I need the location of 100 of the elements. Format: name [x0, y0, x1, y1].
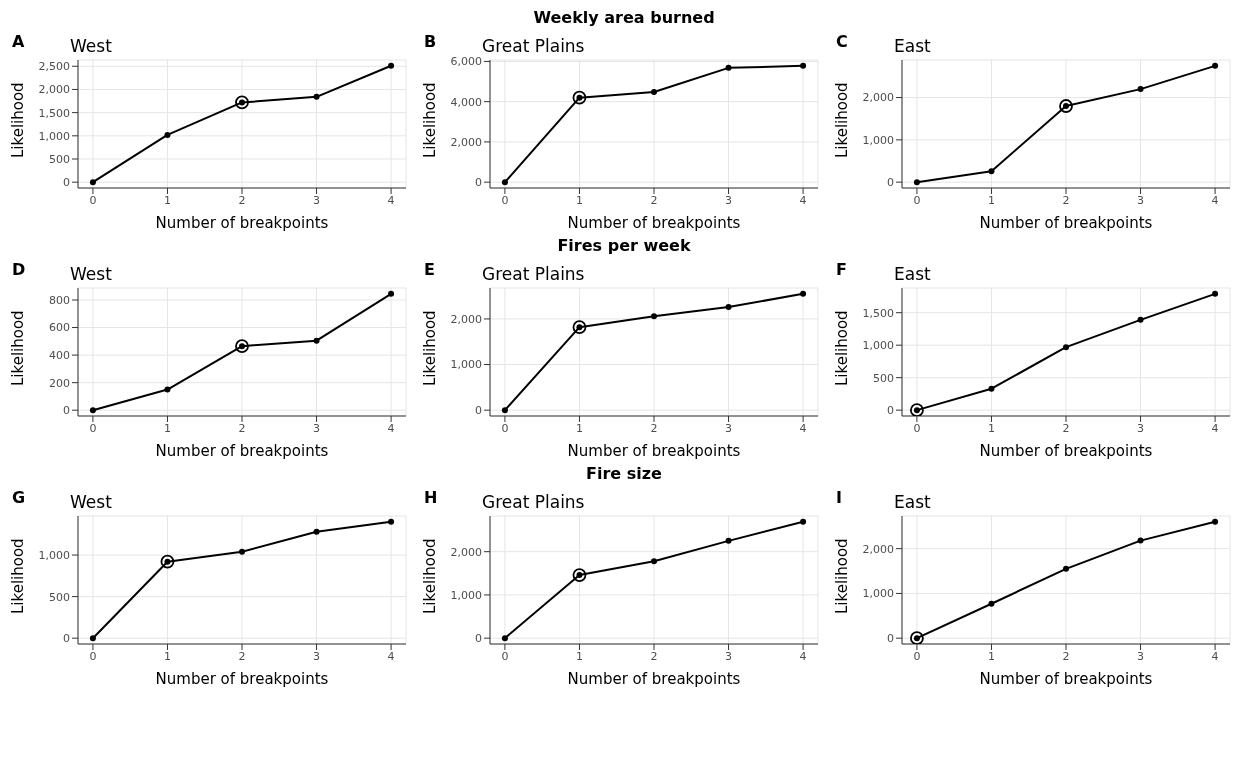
text: G [12, 488, 26, 507]
point [89, 407, 96, 414]
chart-title: West [70, 492, 112, 512]
point [910, 631, 924, 644]
y-axis-title: Likelihood [9, 538, 28, 614]
point [1137, 86, 1144, 93]
x-axis-title: Number of breakpoints [567, 442, 741, 460]
x-tick-label: 3 [313, 193, 321, 207]
x-axis-title: Number of breakpoints [155, 442, 329, 460]
point [1137, 316, 1144, 323]
point [239, 548, 245, 555]
point [725, 64, 732, 71]
y-tick-label: 0 [63, 404, 70, 418]
point [164, 386, 171, 393]
point [800, 290, 807, 297]
y-tick-label: 500 [49, 152, 70, 166]
y-tick-label: 600 [49, 321, 70, 335]
text: A [12, 32, 25, 51]
y-tick-label: 1,000 [450, 588, 482, 602]
x-tick-label: 4 [799, 193, 807, 207]
point [988, 600, 995, 607]
x-tick-label: 2 [650, 193, 658, 207]
point [800, 518, 807, 525]
point [725, 537, 732, 544]
point [651, 89, 657, 95]
x-tick-label: 0 [89, 421, 97, 435]
y-tick-label: 2,000 [862, 542, 894, 556]
y-tick-label: 800 [49, 293, 70, 307]
point [388, 290, 395, 297]
x-tick-label: 0 [913, 649, 921, 663]
x-tick-label: 4 [1211, 193, 1219, 207]
point [1212, 290, 1219, 297]
x-tick-label: 3 [725, 649, 733, 663]
point [501, 407, 508, 414]
x-tick-label: 0 [501, 421, 509, 435]
x-tick-label: 3 [725, 421, 733, 435]
text: F [836, 260, 847, 279]
y-axis-title: Likelihood [833, 82, 852, 158]
y-tick-label: 1,500 [38, 106, 70, 120]
point [89, 179, 96, 186]
point [1063, 344, 1069, 351]
text: I [836, 488, 842, 507]
x-axis-title: Number of breakpoints [979, 670, 1153, 688]
point [501, 635, 508, 642]
x-tick-label: 0 [501, 649, 509, 663]
x-tick-label: 2 [238, 649, 246, 663]
x-tick-label: 1 [575, 193, 583, 207]
y-tick-label: 2,000 [38, 83, 70, 97]
y-tick-label: 2,000 [450, 545, 482, 559]
y-tick-label: 0 [63, 176, 70, 190]
y-axis-title: Likelihood [833, 310, 852, 386]
y-tick-label: 0 [887, 404, 894, 418]
y-axis-title: Likelihood [9, 82, 28, 158]
point [988, 385, 995, 392]
x-tick-label: 2 [650, 421, 658, 435]
x-tick-label: 0 [501, 193, 509, 207]
y-tick-label: 0 [475, 176, 482, 190]
y-tick-label: 0 [475, 632, 482, 646]
text: C [836, 32, 848, 51]
y-tick-label: 0 [475, 404, 482, 418]
point [388, 62, 395, 69]
x-tick-label: 4 [387, 649, 395, 663]
x-tick-label: 3 [1137, 649, 1145, 663]
x-tick-label: 4 [799, 421, 807, 435]
point [89, 635, 96, 642]
y-axis-title: Likelihood [421, 82, 440, 158]
y-tick-label: 1,000 [862, 339, 894, 353]
x-tick-label: 3 [1137, 193, 1145, 207]
y-tick-label: 1,000 [862, 133, 894, 147]
y-axis-title: Likelihood [833, 538, 852, 614]
x-tick-label: 3 [313, 421, 321, 435]
x-tick-label: 1 [987, 649, 995, 663]
y-tick-label: 400 [49, 349, 70, 363]
point [725, 304, 732, 311]
chart-title: Great Plains [482, 36, 585, 56]
chart-title: West [70, 264, 112, 284]
x-tick-label: 1 [163, 421, 171, 435]
x-axis-title: Number of breakpoints [979, 214, 1153, 232]
x-tick-label: 1 [987, 193, 995, 207]
x-tick-label: 3 [313, 649, 321, 663]
x-tick-label: 3 [1137, 421, 1145, 435]
x-tick-label: 1 [163, 193, 171, 207]
y-axis-title: Likelihood [421, 310, 440, 386]
y-tick-label: 500 [49, 590, 70, 604]
x-tick-label: 1 [987, 421, 995, 435]
x-tick-label: 1 [575, 649, 583, 663]
point [388, 518, 395, 525]
x-tick-label: 2 [650, 649, 658, 663]
x-tick-label: 4 [1211, 421, 1219, 435]
y-tick-label: 500 [873, 371, 894, 385]
y-tick-label: 1,000 [38, 548, 70, 562]
y-tick-label: 0 [887, 176, 894, 190]
point [313, 528, 320, 535]
y-axis-title: Likelihood [421, 538, 440, 614]
y-tick-label: 2,000 [450, 312, 482, 326]
chart-title: Great Plains [482, 492, 585, 512]
chart-title: East [894, 492, 931, 512]
x-tick-label: 1 [575, 421, 583, 435]
chart-title: West [70, 36, 112, 56]
x-axis-title: Number of breakpoints [567, 670, 741, 688]
